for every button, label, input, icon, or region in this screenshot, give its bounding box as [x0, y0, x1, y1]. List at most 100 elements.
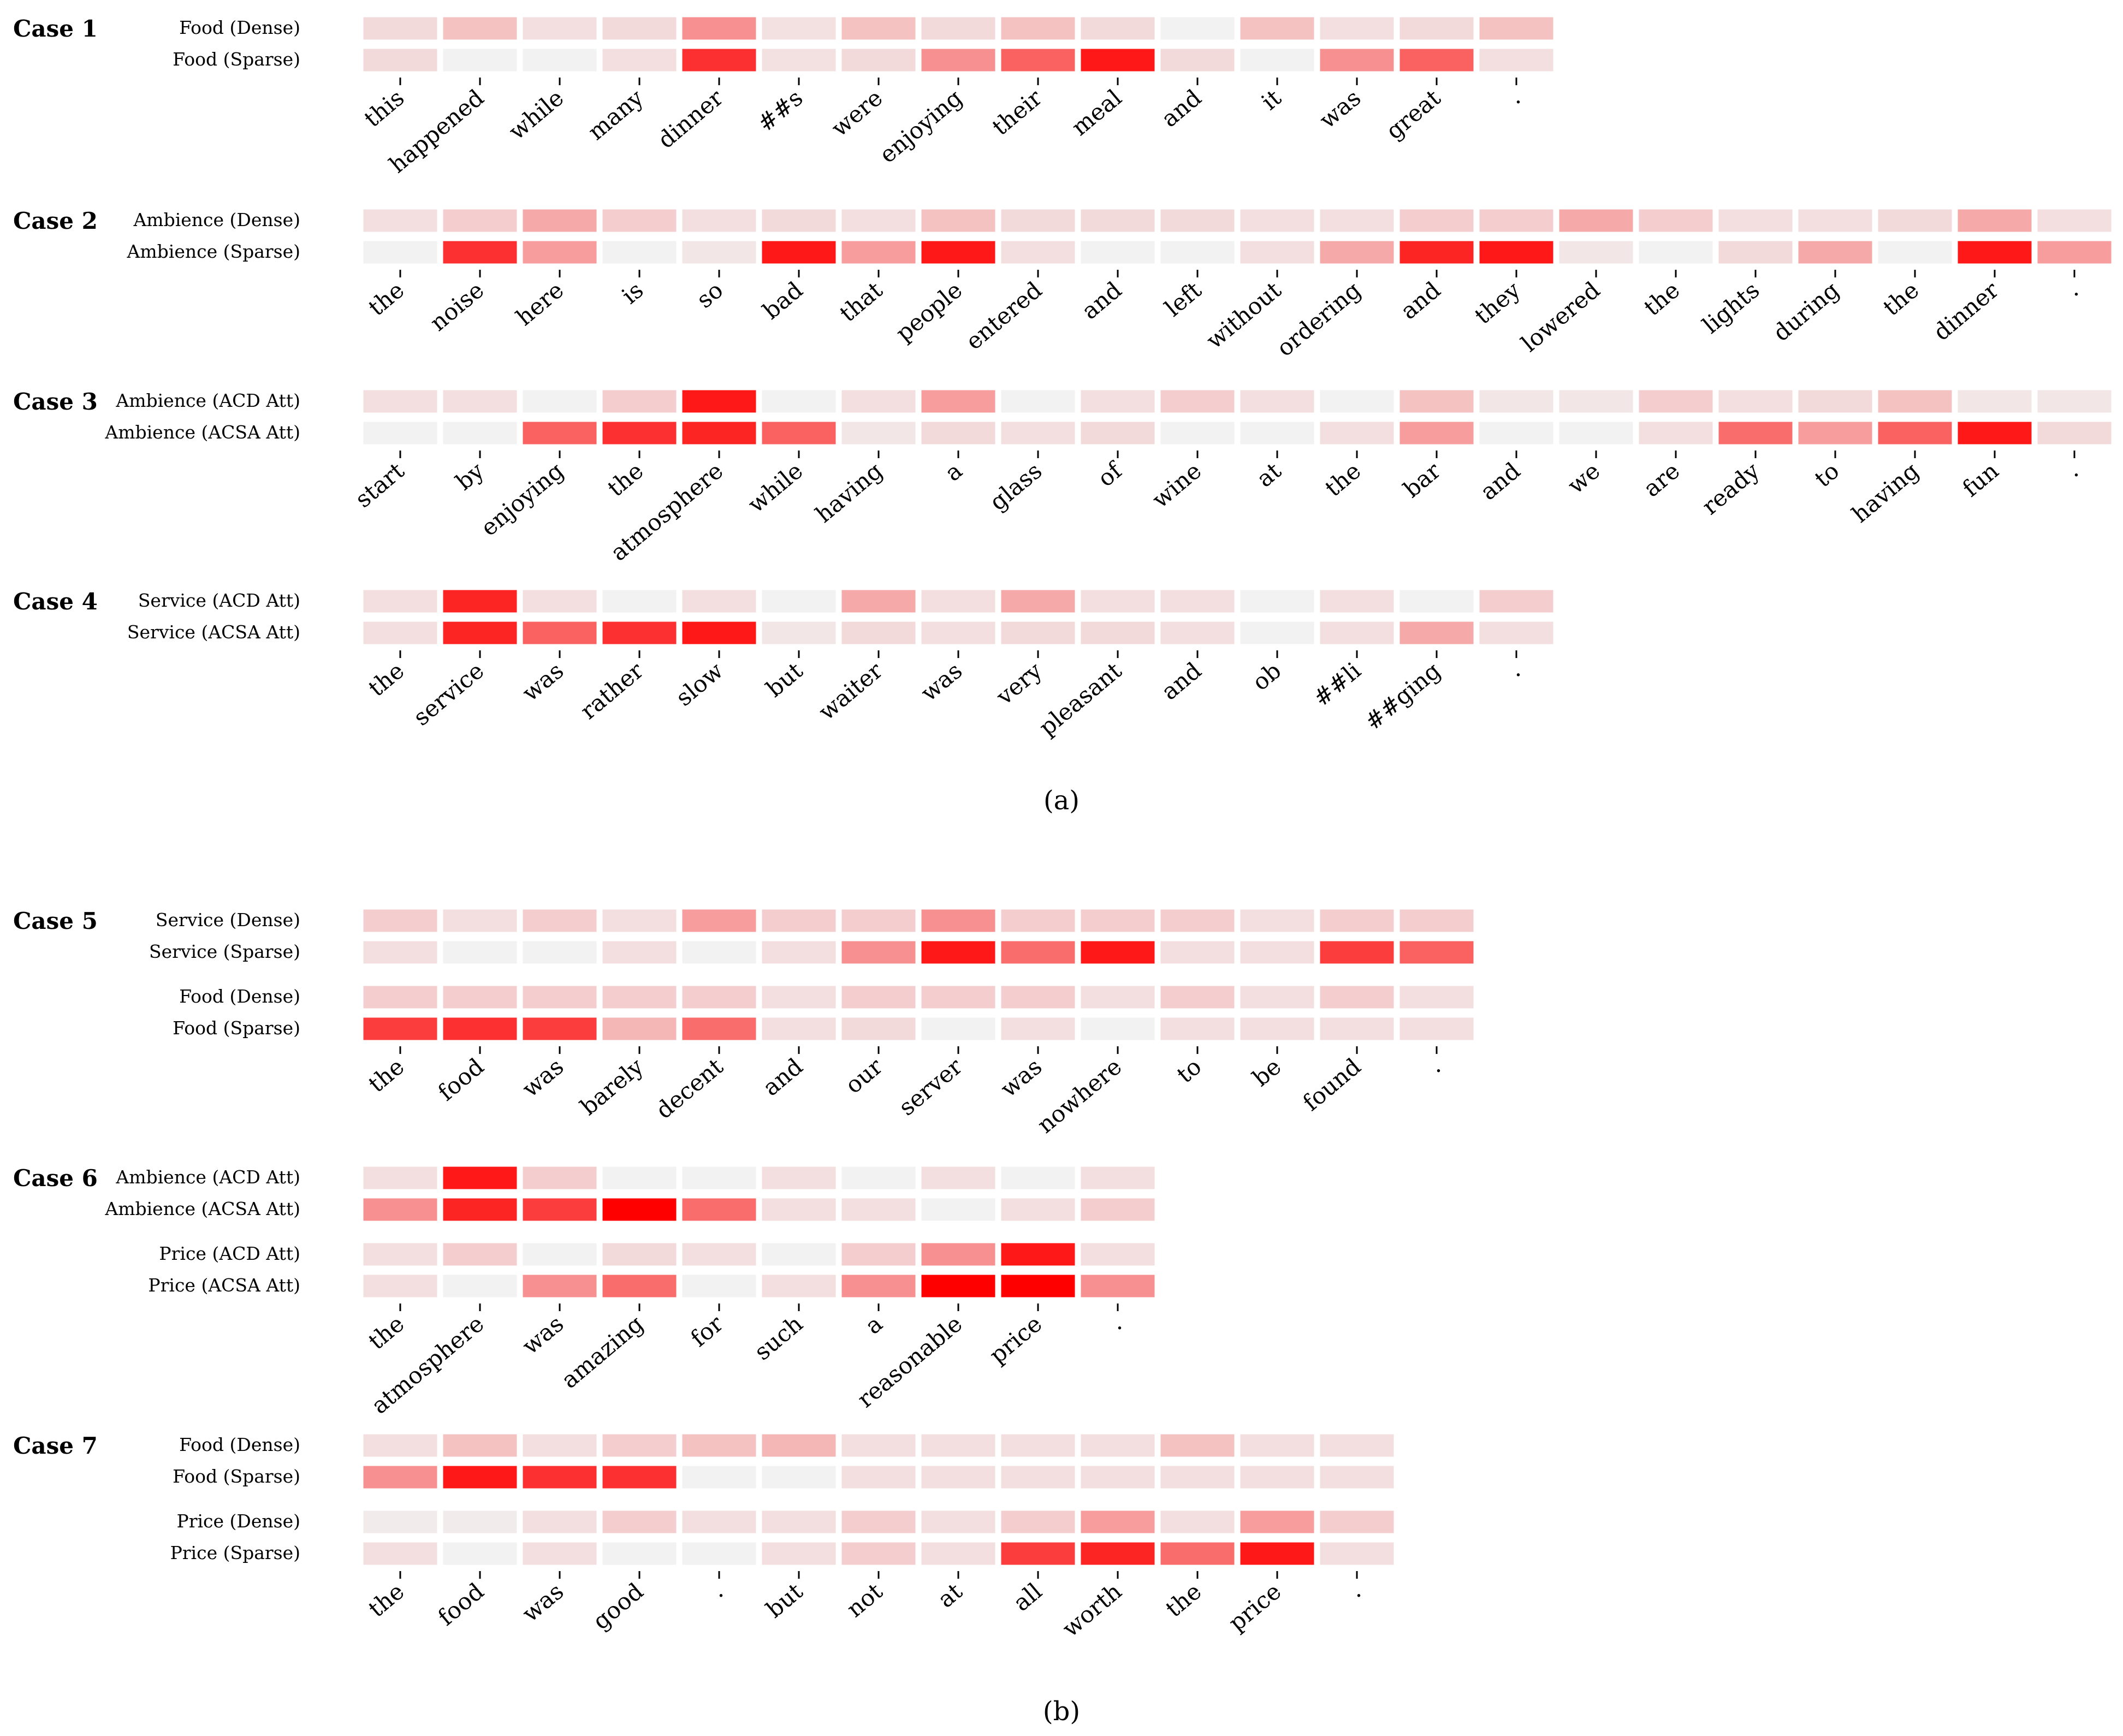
heatmap-cell — [760, 1241, 838, 1267]
heatmap-cell — [1796, 388, 1874, 414]
panel-a-label: (a) — [1043, 785, 1080, 816]
heatmap-cell — [1238, 620, 1316, 646]
row-label: Service (ACD Att) — [138, 590, 300, 611]
heatmap-cell — [1079, 620, 1157, 646]
case-1: Case 1 Food (Dense)Food (Sparse)thishappe… — [13, 15, 1555, 178]
heatmap-cell — [999, 1273, 1077, 1299]
heatmap-cell — [999, 1016, 1077, 1042]
token-label: and — [1475, 457, 1525, 505]
heatmap-cell — [441, 420, 519, 446]
heatmap-cell — [760, 1432, 838, 1459]
heatmap-cell — [1238, 984, 1316, 1010]
heatmap-cell — [1079, 420, 1157, 446]
row-label: Ambience (ACD Att) — [115, 390, 300, 411]
heatmap-cell — [840, 47, 917, 73]
heatmap-cell — [999, 1464, 1077, 1490]
heatmap-cell — [1717, 388, 1794, 414]
token-label: the — [363, 1053, 409, 1098]
heatmap-cell — [1956, 239, 2033, 265]
heatmap-cell — [441, 984, 519, 1010]
cases-layer: Case 1 Food (Dense)Food (Sparse)thishappe… — [13, 15, 2113, 1642]
heatmap-cell — [840, 1464, 917, 1490]
token-label: decent — [651, 1053, 728, 1124]
token-label: here — [511, 276, 569, 331]
heatmap-cell — [441, 47, 519, 73]
heatmap-cell — [361, 1241, 439, 1267]
token-label: enjoying — [476, 457, 568, 541]
heatmap-cell — [760, 208, 838, 234]
token-label: ##ging — [1360, 657, 1446, 735]
row-label: Ambience (ACSA Att) — [104, 1198, 300, 1219]
heatmap-cell — [920, 1241, 997, 1267]
heatmap-cell — [840, 1541, 917, 1567]
token-label: was — [517, 1578, 569, 1627]
heatmap-cell — [999, 620, 1077, 646]
case-title: Case 6 — [13, 1165, 98, 1192]
heatmap-cell — [1159, 388, 1236, 414]
heatmap-cell — [920, 1432, 997, 1459]
heatmap-cell — [1238, 939, 1316, 965]
heatmap-cell — [1318, 620, 1396, 646]
heatmap-cell — [680, 908, 758, 934]
heatmap-cell — [920, 239, 997, 265]
heatmap-cell — [1876, 388, 1954, 414]
heatmap-cell — [1079, 1196, 1157, 1223]
token-label: glass — [985, 457, 1047, 516]
token-label: having — [810, 457, 887, 528]
heatmap-cell — [760, 939, 838, 965]
heatmap-cell — [1159, 47, 1236, 73]
heatmap-cell — [1557, 208, 1635, 234]
heatmap-cell — [1079, 1509, 1157, 1535]
token-label: but — [761, 657, 808, 702]
heatmap-cell — [680, 208, 758, 234]
heatmap-cell — [1318, 1509, 1396, 1535]
heatmap-cell — [441, 1464, 519, 1490]
token-label: at — [933, 1578, 968, 1613]
row-label: Ambience (Dense) — [133, 209, 300, 230]
token-label: was — [517, 657, 569, 707]
heatmap-cell — [601, 1541, 678, 1567]
heatmap-cell — [920, 1509, 997, 1535]
heatmap-cell — [920, 620, 997, 646]
heatmap-cell — [680, 15, 758, 42]
heatmap-cell — [361, 47, 439, 73]
heatmap-cell — [1318, 15, 1396, 42]
heatmap-cell — [1557, 420, 1635, 446]
heatmap-cell — [680, 47, 758, 73]
heatmap-cell — [760, 620, 838, 646]
token-label: by — [450, 457, 489, 495]
heatmap-cell — [680, 620, 758, 646]
heatmap-cell — [1079, 1165, 1157, 1191]
row-label: Price (ACD Att) — [159, 1243, 300, 1264]
heatmap-cell — [840, 1196, 917, 1223]
token-label: and — [1156, 84, 1206, 132]
token-label: . — [1104, 1310, 1127, 1335]
heatmap-cell — [760, 388, 838, 414]
heatmap-cell — [601, 939, 678, 965]
heatmap-cell — [760, 239, 838, 265]
heatmap-cell — [840, 1165, 917, 1191]
heatmap-cell — [1796, 208, 1874, 234]
heatmap-cell — [1079, 1241, 1157, 1267]
token-label: price — [1224, 1578, 1286, 1636]
token-label: all — [1008, 1578, 1047, 1616]
heatmap-cell — [361, 1165, 439, 1191]
token-label: lights — [1698, 276, 1765, 339]
heatmap-cell — [999, 47, 1077, 73]
heatmap-cell — [1238, 1016, 1316, 1042]
case-title: Case 4 — [13, 588, 98, 615]
token-label: be — [1247, 1053, 1286, 1092]
heatmap-cell — [521, 1509, 598, 1535]
token-label: and — [1156, 657, 1206, 705]
token-label: not — [841, 1578, 888, 1622]
heatmap-cell — [2036, 208, 2113, 234]
heatmap-cell — [999, 908, 1077, 934]
heatmap-cell — [680, 588, 758, 614]
token-label: and — [757, 1053, 808, 1101]
heatmap-cell — [1318, 47, 1396, 73]
heatmap-cell — [1238, 1509, 1316, 1535]
heatmap-cell — [920, 984, 997, 1010]
token-label: worth — [1057, 1578, 1126, 1642]
heatmap-cell — [920, 1165, 997, 1191]
heatmap-cell — [521, 1241, 598, 1267]
